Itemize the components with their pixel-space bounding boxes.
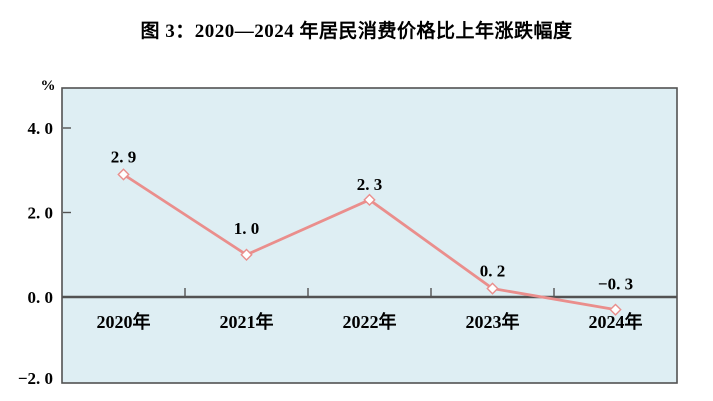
data-point-marker: [117, 168, 130, 181]
data-point-marker: [486, 282, 499, 295]
data-point-marker: [240, 248, 253, 261]
data-point-label: 1. 0: [234, 219, 260, 238]
data-point-label: 2. 9: [111, 147, 137, 166]
data-point-label: 0. 2: [480, 262, 506, 281]
x-axis-category-label: 2022年: [343, 311, 397, 332]
data-point-marker: [609, 303, 622, 316]
x-axis-category-label: 2020年: [97, 311, 151, 332]
data-point-marker: [363, 193, 376, 207]
y-axis-tick-label: −2. 0: [18, 369, 53, 388]
chart-title: 图 3：2020—2024 年居民消费价格比上年涨跌幅度: [140, 21, 573, 42]
price-line-chart: 4. 0 2. 0 0. 0 −2. 0% 2. 9 2020年 1. 0 2021年 2. 3…: [18, 78, 678, 388]
data-point-label: 2. 3: [357, 175, 383, 194]
x-axis-category-label: 2021年: [220, 311, 274, 332]
y-axis-tick-label: 0. 0: [28, 288, 54, 307]
x-axis-category-label: 2024年: [589, 311, 643, 332]
plot-area: [61, 87, 678, 384]
y-axis-unit-label: %: [41, 78, 56, 94]
x-axis-category-label: 2023年: [466, 311, 520, 332]
y-axis-tick-label: 2. 0: [28, 204, 54, 223]
data-point-label: −0. 3: [598, 275, 633, 294]
y-axis-tick-label: 4. 0: [28, 119, 54, 138]
